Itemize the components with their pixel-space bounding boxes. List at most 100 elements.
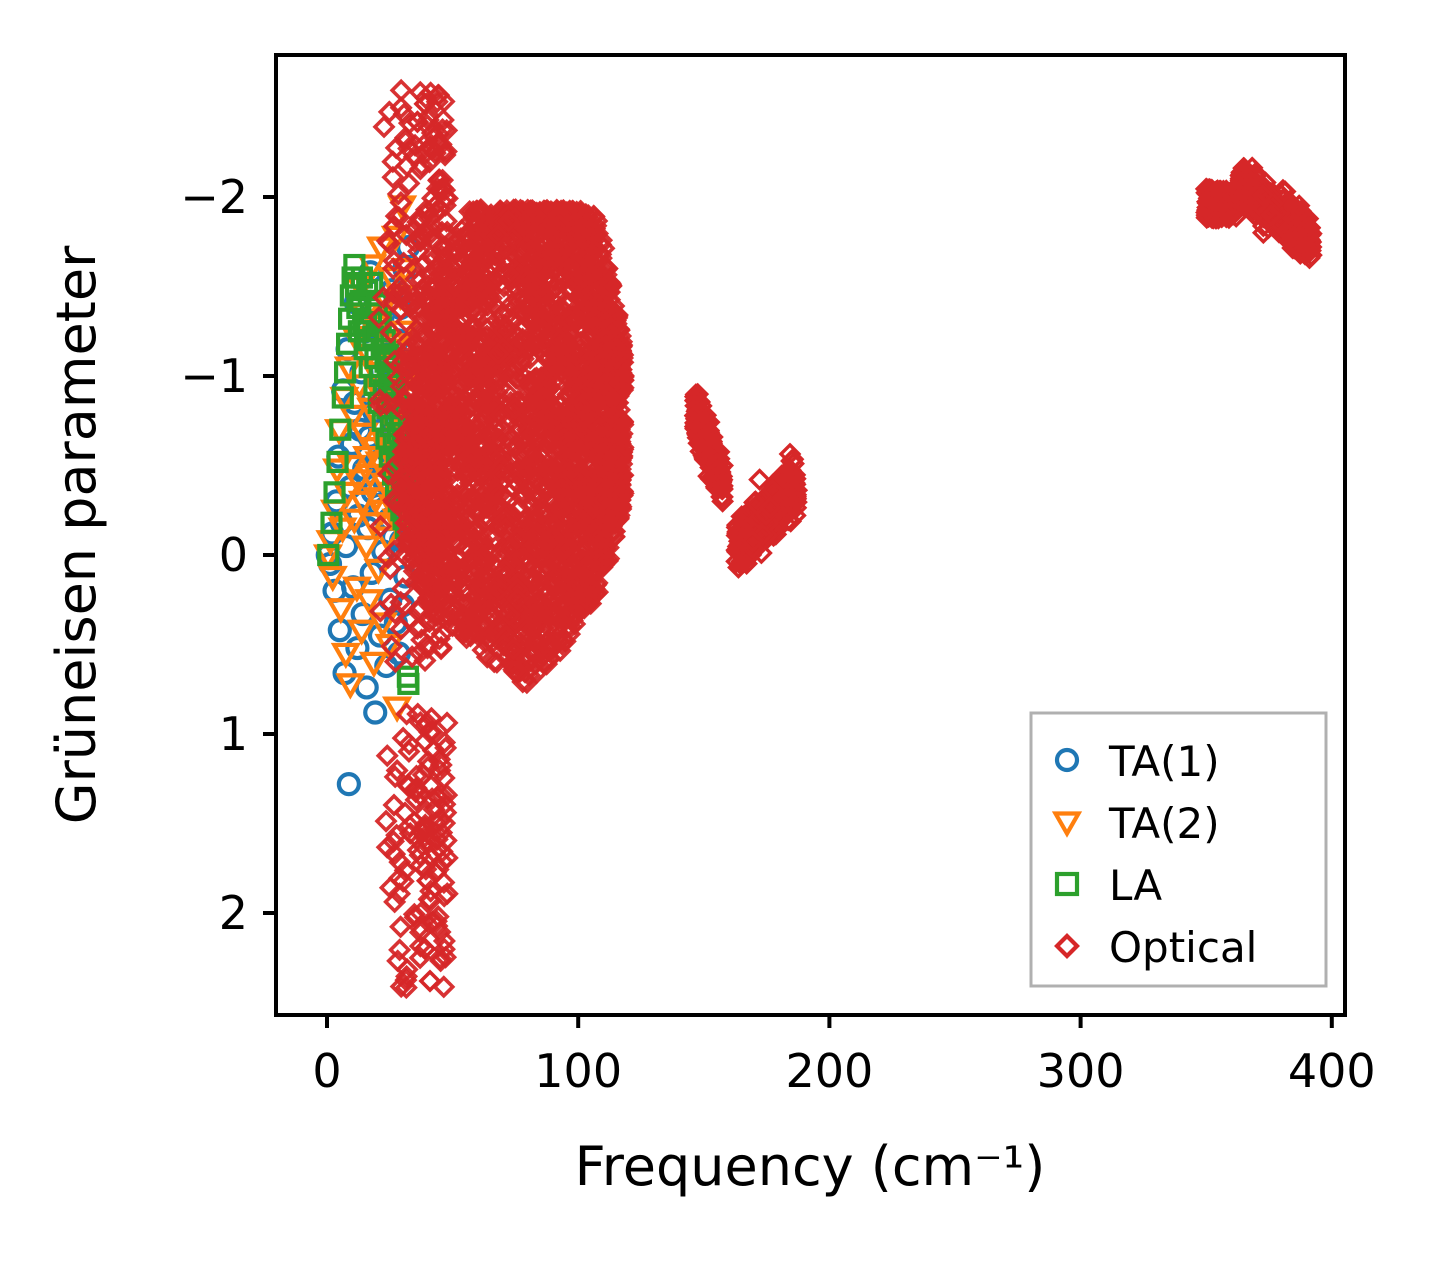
data-point-marker — [512, 481, 537, 505]
data-point-marker — [535, 347, 559, 371]
legend-triangle-down-marker — [1051, 811, 1083, 838]
data-point-marker — [433, 730, 457, 754]
data-point-marker — [402, 217, 426, 241]
data-point-marker — [484, 481, 508, 505]
x-axis-title: Frequency (cm⁻¹) — [575, 1135, 1046, 1198]
data-point-marker — [493, 558, 517, 582]
data-point-marker — [524, 204, 548, 228]
data-point-marker — [496, 251, 520, 275]
data-point-marker — [411, 481, 435, 505]
data-point-marker — [747, 507, 771, 530]
data-point-marker — [538, 633, 562, 657]
data-point-marker — [518, 373, 542, 397]
y-tick-label: 2 — [219, 886, 248, 940]
data-point-marker — [558, 308, 582, 333]
legend-label-optical: Optical — [1109, 923, 1257, 972]
data-point-marker — [453, 535, 478, 559]
legend-label-ta2: TA(2) — [1108, 799, 1220, 848]
data-point-marker — [445, 483, 469, 507]
data-point-marker — [448, 519, 472, 543]
data-point-marker — [410, 820, 435, 844]
data-point-marker — [504, 433, 528, 457]
data-point-marker — [348, 422, 380, 449]
data-point-marker — [496, 262, 520, 286]
data-point-marker — [452, 424, 476, 448]
data-point-marker — [378, 876, 402, 900]
data-point-marker — [499, 596, 523, 620]
data-point-marker — [503, 607, 527, 631]
data-point-marker — [317, 565, 348, 593]
data-point-marker — [434, 579, 459, 603]
data-point-marker — [386, 949, 410, 973]
data-point-marker — [464, 602, 488, 626]
data-point-marker — [416, 414, 440, 438]
data-point-marker — [450, 416, 474, 440]
data-point-marker — [317, 543, 340, 567]
data-point-marker — [388, 850, 412, 874]
data-point-marker — [507, 496, 531, 520]
data-point-marker — [538, 603, 562, 627]
data-point-marker — [547, 492, 571, 516]
data-point-marker — [497, 209, 521, 233]
data-point-marker — [601, 474, 625, 498]
data-point-marker — [424, 909, 448, 933]
data-point-marker — [464, 199, 489, 223]
data-point-marker — [399, 549, 423, 573]
data-point-marker — [521, 618, 545, 642]
data-point-marker — [372, 285, 396, 310]
data-point-marker — [545, 631, 569, 655]
data-point-marker — [551, 593, 575, 617]
data-point-marker — [416, 404, 440, 428]
data-point-marker — [602, 405, 626, 429]
data-point-marker — [502, 637, 526, 661]
data-point-marker — [1296, 216, 1320, 239]
data-point-marker — [505, 587, 529, 611]
data-point-marker — [493, 517, 517, 541]
data-point-marker — [431, 176, 455, 200]
data-point-marker — [525, 255, 550, 279]
data-point-marker — [418, 135, 442, 159]
data-point-marker — [575, 583, 599, 607]
data-point-marker — [511, 327, 535, 351]
data-point-marker — [326, 450, 349, 474]
data-point-marker — [492, 508, 516, 532]
y-tick-label: 0 — [219, 528, 248, 582]
data-point-marker — [413, 92, 437, 116]
data-point-marker — [405, 110, 429, 134]
data-point-marker — [552, 427, 576, 451]
data-point-marker — [425, 531, 449, 555]
data-point-marker — [455, 322, 479, 346]
data-point-marker — [1282, 219, 1306, 243]
data-point-marker — [597, 295, 621, 319]
data-point-marker — [382, 488, 406, 512]
data-point-marker — [423, 194, 447, 218]
data-point-marker — [417, 610, 441, 634]
data-point-marker — [385, 759, 409, 783]
y-tick-label: 1 — [219, 707, 248, 761]
data-point-marker — [1247, 192, 1270, 216]
data-point-marker — [478, 565, 502, 589]
data-point-marker — [415, 528, 439, 552]
data-point-marker — [411, 763, 435, 787]
data-point-marker — [403, 905, 427, 929]
data-point-marker — [573, 352, 597, 377]
data-point-marker — [393, 801, 417, 825]
data-point-marker — [533, 320, 557, 344]
data-point-marker — [413, 937, 437, 961]
data-point-marker — [502, 364, 526, 388]
data-point-marker — [484, 241, 508, 265]
data-point-marker — [459, 269, 483, 293]
data-point-marker — [466, 433, 490, 457]
data-point-marker — [427, 474, 451, 498]
data-point-marker — [380, 634, 404, 658]
data-point-marker — [1285, 226, 1309, 250]
data-point-marker — [379, 592, 403, 616]
data-point-marker — [548, 478, 572, 502]
data-point-marker — [415, 633, 439, 657]
data-point-marker — [377, 100, 401, 124]
data-point-marker — [413, 648, 437, 673]
data-point-marker — [434, 284, 459, 308]
data-point-marker — [574, 500, 598, 524]
data-point-marker — [391, 439, 415, 463]
